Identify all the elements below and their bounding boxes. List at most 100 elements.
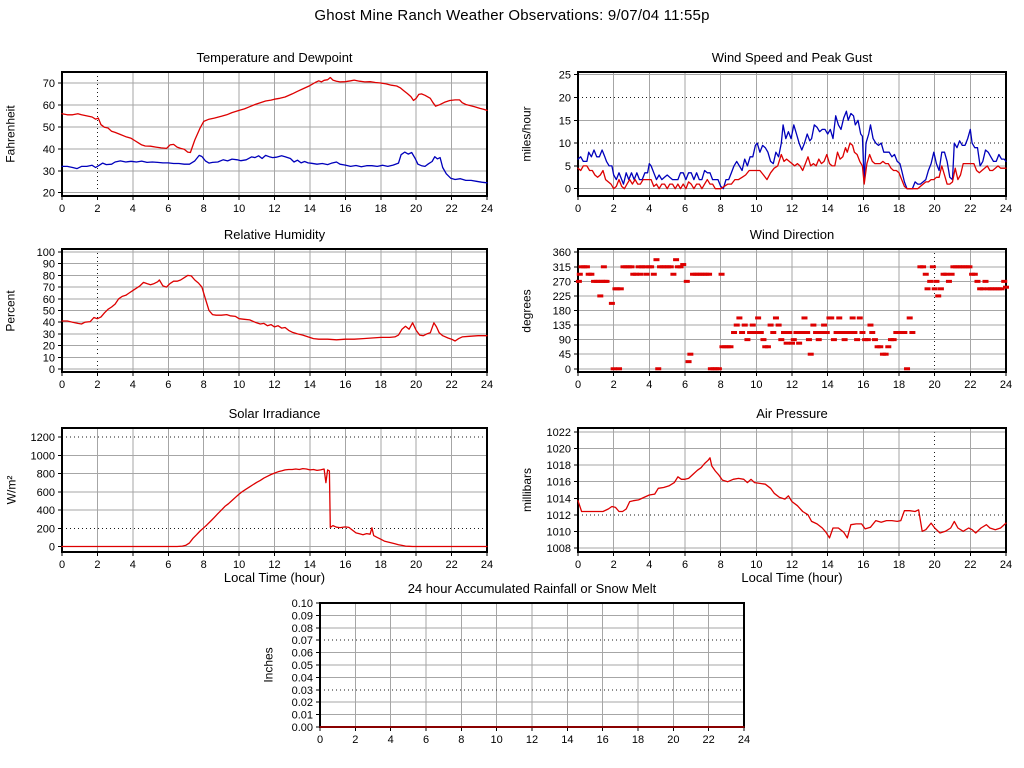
svg-text:100: 100: [37, 247, 55, 259]
svg-text:24: 24: [738, 734, 750, 746]
svg-text:2: 2: [611, 379, 617, 391]
svg-text:22: 22: [703, 734, 715, 746]
svg-text:12: 12: [786, 379, 798, 391]
svg-text:18: 18: [893, 559, 905, 571]
svg-text:22: 22: [445, 203, 457, 215]
chart-title: Air Pressure: [756, 406, 828, 421]
svg-text:20: 20: [43, 341, 55, 353]
svg-text:8: 8: [458, 734, 464, 746]
svg-text:40: 40: [43, 144, 55, 156]
series-peak-gust: [577, 110, 1007, 190]
svg-text:0: 0: [575, 379, 581, 391]
svg-text:20: 20: [410, 559, 422, 571]
svg-text:4: 4: [646, 379, 652, 391]
svg-text:1018: 1018: [547, 460, 571, 472]
chart-air-pressure: Air Pressure millibars Local Time (hour)…: [518, 402, 1020, 590]
plot-frame: [61, 427, 488, 553]
svg-text:10: 10: [750, 203, 762, 215]
svg-text:1200: 1200: [31, 432, 55, 444]
series-wind-speed: [577, 142, 1007, 190]
chart-title: Wind Speed and Peak Gust: [711, 50, 873, 65]
chart-title: Relative Humidity: [223, 227, 326, 242]
svg-text:24: 24: [481, 559, 493, 571]
svg-text:0.07: 0.07: [292, 635, 313, 647]
svg-text:16: 16: [339, 559, 351, 571]
svg-text:24: 24: [481, 203, 493, 215]
svg-text:4: 4: [130, 559, 136, 571]
svg-text:6: 6: [682, 379, 688, 391]
svg-text:30: 30: [43, 166, 55, 178]
svg-text:22: 22: [445, 379, 457, 391]
svg-text:12: 12: [786, 203, 798, 215]
svg-text:200: 200: [37, 523, 55, 535]
svg-text:0: 0: [59, 559, 65, 571]
plot-area: 0 2 4 6 8 10 12 14 16 18 20 22 240.000.010.020.030.0…: [292, 598, 751, 746]
svg-text:4: 4: [646, 203, 652, 215]
svg-text:0.01: 0.01: [292, 710, 313, 722]
svg-text:0: 0: [49, 542, 55, 554]
svg-text:0: 0: [59, 203, 65, 215]
svg-text:360: 360: [553, 247, 571, 259]
svg-text:70: 70: [43, 282, 55, 294]
svg-text:0: 0: [317, 734, 323, 746]
svg-text:22: 22: [964, 379, 976, 391]
svg-text:14: 14: [822, 203, 834, 215]
svg-text:25: 25: [559, 70, 571, 82]
svg-text:1008: 1008: [547, 543, 571, 555]
svg-text:1010: 1010: [547, 526, 571, 538]
series-pressure: [577, 457, 1007, 539]
svg-text:20: 20: [667, 734, 679, 746]
svg-text:4: 4: [130, 203, 136, 215]
svg-text:8: 8: [718, 379, 724, 391]
plot-area: 0 2 4 6 8 10 12 14 16 18 20 22 240459013518022527031…: [553, 247, 1012, 391]
svg-text:8: 8: [201, 203, 207, 215]
svg-text:20: 20: [929, 203, 941, 215]
svg-text:600: 600: [37, 487, 55, 499]
svg-text:135: 135: [553, 320, 571, 332]
svg-text:20: 20: [410, 379, 422, 391]
svg-text:6: 6: [165, 379, 171, 391]
svg-text:4: 4: [646, 559, 652, 571]
svg-text:15: 15: [559, 115, 571, 127]
svg-text:18: 18: [893, 203, 905, 215]
grid: [58, 428, 488, 556]
svg-text:18: 18: [375, 203, 387, 215]
svg-text:8: 8: [718, 559, 724, 571]
svg-text:18: 18: [632, 734, 644, 746]
svg-text:16: 16: [597, 734, 609, 746]
svg-text:400: 400: [37, 505, 55, 517]
svg-text:22: 22: [964, 559, 976, 571]
svg-text:0: 0: [575, 559, 581, 571]
svg-text:40: 40: [43, 317, 55, 329]
svg-text:12: 12: [786, 559, 798, 571]
svg-text:0: 0: [49, 364, 55, 376]
svg-text:20: 20: [43, 188, 55, 200]
chart-title: Temperature and Dewpoint: [196, 50, 353, 65]
svg-text:30: 30: [43, 329, 55, 341]
svg-text:16: 16: [857, 379, 869, 391]
svg-text:1012: 1012: [547, 510, 571, 522]
grid: [574, 249, 1007, 376]
x-axis-label: Local Time (hour): [223, 570, 326, 585]
svg-text:0.00: 0.00: [292, 722, 313, 734]
series-dewpoint: [61, 151, 488, 184]
plot-frame: [61, 248, 488, 373]
svg-text:20: 20: [559, 93, 571, 105]
svg-text:24: 24: [1000, 379, 1012, 391]
svg-text:14: 14: [304, 379, 316, 391]
plot-area: 0 2 4 6 8 10 12 14 16 18 20 22 240102030405060708090…: [37, 247, 493, 391]
svg-text:24: 24: [1000, 559, 1012, 571]
svg-text:14: 14: [304, 203, 316, 215]
svg-text:60: 60: [43, 294, 55, 306]
svg-text:14: 14: [561, 734, 573, 746]
series-wind-direction: [575, 258, 1009, 371]
svg-text:315: 315: [553, 262, 571, 274]
chart-title: Solar Irradiance: [228, 406, 321, 421]
plot-area: 0 2 4 6 8 10 12 14 16 18 20 22 240200400600800100012…: [31, 427, 493, 571]
svg-text:24: 24: [481, 379, 493, 391]
svg-text:5: 5: [565, 161, 571, 173]
svg-text:6: 6: [682, 203, 688, 215]
svg-text:8: 8: [201, 379, 207, 391]
